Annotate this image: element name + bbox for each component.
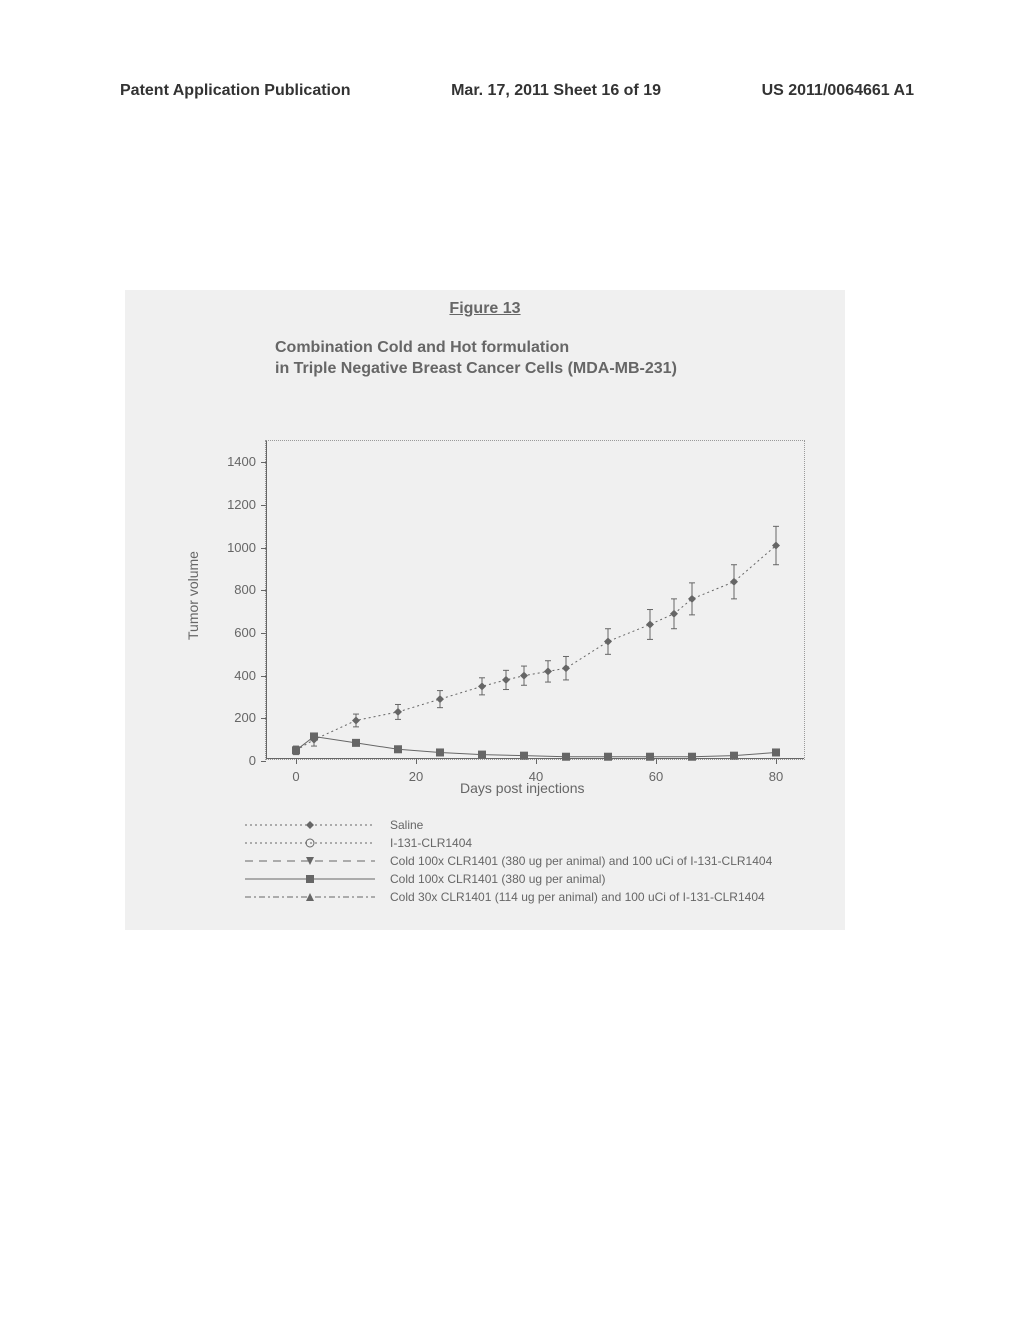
marker-cold100 [478,751,486,759]
marker-cold100 [310,732,318,740]
x-tick-label: 80 [761,769,791,784]
chart-title: Combination Cold and Hot formulation in … [275,338,677,380]
y-tick-label: 800 [221,582,256,597]
y-tick-label: 1000 [221,540,256,555]
marker-cold100 [292,746,300,754]
legend-label: Cold 100x CLR1401 (380 ug per animal) [390,872,605,886]
marker-cold100 [646,753,654,761]
marker-saline [670,610,678,618]
header-center: Mar. 17, 2011 Sheet 16 of 19 [451,82,661,100]
marker-cold100 [352,739,360,747]
figure-label: Figure 13 [449,300,520,318]
legend-swatch [245,853,375,869]
legend-row-cold30hot: Cold 30x CLR1401 (114 ug per animal) and… [245,889,772,905]
x-tick-label: 0 [281,769,311,784]
legend-swatch [245,817,375,833]
y-tick-mark [261,505,266,506]
y-tick-label: 600 [221,625,256,640]
legend-label: Cold 30x CLR1401 (114 ug per animal) and… [390,890,765,904]
series-line-saline [296,546,776,751]
chart-title-line1: Combination Cold and Hot formulation [275,339,569,356]
legend-label: Saline [390,818,423,832]
marker-cold100 [604,753,612,761]
marker-saline [646,620,654,628]
x-tick-mark [416,759,417,764]
legend-row-i131: I-131-CLR1404 [245,835,772,851]
legend-swatch [245,835,375,851]
series-line-cold100 [296,736,776,756]
marker-cold100 [772,748,780,756]
legend-swatch [245,889,375,905]
y-tick-mark [261,633,266,634]
legend-label: I-131-CLR1404 [390,836,472,850]
legend-row-cold100: Cold 100x CLR1401 (380 ug per animal) [245,871,772,887]
chart-title-line2: in Triple Negative Breast Cancer Cells (… [275,360,677,377]
y-tick-mark [261,548,266,549]
marker-cold100 [562,753,570,761]
header-left: Patent Application Publication [120,82,351,100]
y-tick-label: 1200 [221,497,256,512]
marker-saline [520,672,528,680]
marker-saline [544,667,552,675]
x-tick-mark [656,759,657,764]
marker-saline [688,595,696,603]
marker-cold100 [394,745,402,753]
y-tick-mark [261,676,266,677]
marker-saline [604,638,612,646]
marker-cold100 [436,748,444,756]
marker-cold100 [688,753,696,761]
marker-saline [502,676,510,684]
marker-saline [352,716,360,724]
y-tick-label: 1400 [221,454,256,469]
x-tick-mark [296,759,297,764]
marker-saline [562,664,570,672]
y-tick-label: 0 [221,753,256,768]
x-tick-mark [536,759,537,764]
x-tick-label: 40 [521,769,551,784]
page-header: Patent Application Publication Mar. 17, … [0,82,1024,100]
y-axis-label: Tumor volume [185,551,201,640]
y-tick-mark [261,590,266,591]
legend-swatch [245,871,375,887]
x-tick-mark [776,759,777,764]
marker-saline [394,708,402,716]
legend-label: Cold 100x CLR1401 (380 ug per animal) an… [390,854,772,868]
marker-cold100 [520,752,528,760]
marker-saline [730,578,738,586]
y-tick-label: 400 [221,668,256,683]
y-tick-mark [261,718,266,719]
y-tick-label: 200 [221,710,256,725]
marker-saline [436,695,444,703]
figure-container: Figure 13 Combination Cold and Hot formu… [125,290,845,930]
chart-area: 0200400600800100012001400 020406080 [265,440,805,760]
x-tick-label: 60 [641,769,671,784]
x-tick-label: 20 [401,769,431,784]
header-right: US 2011/0064661 A1 [762,82,914,100]
legend-row-cold100hot: Cold 100x CLR1401 (380 ug per animal) an… [245,853,772,869]
legend: Saline I-131-CLR1404 Cold 100x CLR1401 (38… [245,817,772,907]
y-tick-mark [261,462,266,463]
y-tick-mark [261,761,266,762]
marker-cold100 [730,752,738,760]
legend-row-saline: Saline [245,817,772,833]
marker-saline [478,682,486,690]
plot-svg [266,441,804,759]
